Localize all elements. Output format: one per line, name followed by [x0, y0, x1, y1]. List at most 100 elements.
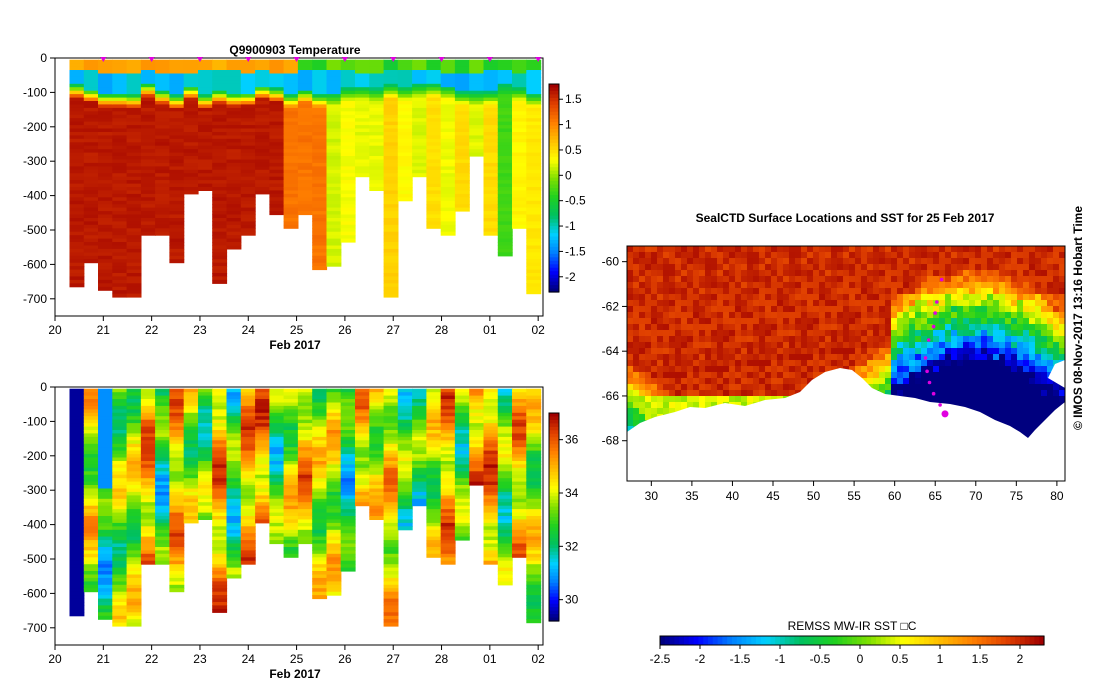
section-cell: [526, 392, 542, 397]
section-cell: [383, 94, 399, 99]
section-cell: [497, 121, 513, 126]
section-cell: [240, 419, 256, 424]
section-cell: [83, 211, 99, 216]
section-cell: [526, 66, 542, 71]
section-cell: [83, 238, 99, 243]
section-cell: [454, 180, 470, 185]
section-cell: [212, 70, 228, 74]
sst-cell: [723, 336, 730, 343]
section-cell: [240, 80, 256, 85]
sst-cell: [645, 264, 652, 271]
section-cell: [297, 519, 313, 524]
section-cell: [483, 547, 499, 551]
section-cell: [440, 478, 456, 483]
section-cell: [297, 111, 313, 116]
sst-cell: [729, 306, 736, 313]
section-cell: [340, 104, 356, 109]
colorbar-band: [549, 122, 559, 127]
section-cell: [155, 488, 170, 493]
sst-cell: [627, 336, 634, 343]
sst-cell: [945, 258, 952, 265]
section-cell: [440, 526, 456, 531]
profile-marker: [390, 57, 397, 62]
section-cell: [269, 491, 285, 496]
section-cell: [312, 80, 328, 85]
sst-cell: [939, 258, 946, 265]
section-cell: [497, 83, 513, 88]
section-cell: [283, 464, 299, 469]
section-cell: [469, 111, 485, 116]
sst-cell: [825, 336, 832, 343]
sst-cell: [801, 342, 808, 349]
section-cell: [183, 76, 199, 81]
section-cell: [140, 467, 156, 472]
sst-cell: [999, 336, 1006, 343]
section-cell: [255, 461, 270, 465]
section-cell: [312, 76, 328, 81]
section-cell: [198, 464, 213, 469]
sst-cell: [1059, 252, 1065, 259]
section-cell: [169, 242, 185, 246]
sst-cell: [663, 336, 670, 343]
sst-cell: [861, 282, 868, 289]
sst-cell: [1047, 246, 1054, 253]
section-cell: [140, 176, 156, 181]
section-cell: [240, 231, 256, 236]
colorbar-band: [549, 440, 559, 445]
sst-cell: [981, 318, 988, 325]
section-cell: [83, 495, 99, 500]
colorbar-band: [549, 423, 559, 428]
sst-cell: [729, 246, 736, 253]
section-cell: [183, 135, 199, 140]
section-cell: [226, 430, 242, 434]
section-cell: [412, 436, 427, 441]
sst-cell: [633, 270, 640, 277]
section-cell: [283, 132, 299, 136]
section-cell: [297, 454, 313, 459]
section-cell: [297, 59, 313, 64]
sst-cell: [1023, 312, 1030, 319]
section-cell: [255, 450, 270, 455]
colorbar-band: [549, 153, 559, 158]
section-cell: [383, 388, 399, 393]
section-cell: [240, 522, 256, 527]
sst-cell: [819, 330, 826, 337]
colorbar-band: [549, 101, 559, 106]
sst-cell: [705, 288, 712, 295]
section-cell: [169, 83, 185, 88]
colorbar-band: [549, 260, 559, 265]
section-cell: [340, 399, 356, 403]
sst-cell: [897, 330, 904, 337]
section-cell: [340, 454, 356, 459]
section-cell: [155, 121, 170, 126]
section-cell: [283, 90, 299, 95]
section-cell: [269, 111, 285, 116]
section-cell: [112, 293, 128, 298]
x-tick-label: 01: [483, 652, 497, 666]
sst-cell: [921, 288, 928, 295]
section-cell: [369, 426, 385, 431]
section-cell: [383, 419, 399, 424]
section-cell: [355, 107, 370, 112]
temperature-panel: Q9900903 Temperature 0-100-200-300-400-5…: [23, 43, 586, 352]
section-cell: [369, 423, 385, 428]
section-cell: [526, 80, 542, 85]
sst-cell: [873, 288, 880, 295]
sst-cell: [861, 318, 868, 325]
section-cell: [383, 571, 399, 575]
section-cell: [526, 238, 542, 243]
sst-cell: [987, 318, 994, 325]
section-cell: [212, 478, 228, 483]
section-cell: [198, 419, 213, 424]
sst-cell: [1035, 300, 1042, 307]
sst-cell: [933, 324, 940, 331]
section-cell: [198, 73, 213, 78]
section-cell: [169, 125, 185, 130]
section-cell: [169, 412, 185, 417]
section-cell: [269, 183, 285, 188]
sst-cell: [771, 324, 778, 331]
section-cell: [426, 162, 442, 167]
section-cell: [397, 516, 413, 520]
section-cell: [69, 423, 85, 428]
section-cell: [155, 522, 170, 527]
